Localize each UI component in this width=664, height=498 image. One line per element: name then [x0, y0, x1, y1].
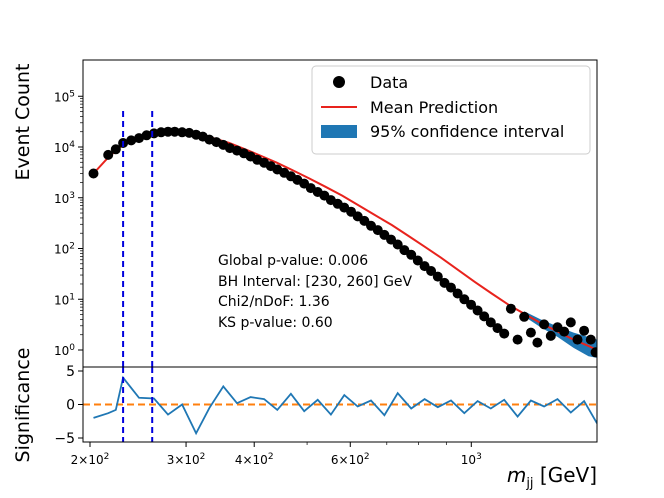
x-tick-label: 4×102	[235, 452, 274, 467]
data-point	[532, 337, 543, 348]
data-point	[539, 319, 550, 330]
annotation-chi2: Chi2/nDoF: 1.36	[218, 294, 330, 310]
x-tick-label: 3×102	[167, 452, 206, 467]
data-point	[479, 311, 490, 322]
data-point	[126, 135, 137, 146]
bh-interval-lines-lower	[122, 367, 154, 442]
data-point	[472, 305, 483, 316]
data-point	[590, 347, 597, 358]
y-tick-label: 105	[54, 89, 75, 104]
data-point	[492, 323, 503, 334]
lower-y-ticks: −5 0 5	[54, 364, 83, 447]
data-point	[392, 239, 403, 250]
x-axis-unit: [GeV]	[534, 463, 597, 487]
upper-panel: 100 101 102 103 104 105 Event Count Data Mean…	[12, 59, 598, 368]
legend-data-marker	[333, 76, 345, 88]
upper-y-axis-label: Event Count	[12, 64, 34, 181]
legend-box	[311, 65, 591, 155]
legend-ci-patch	[321, 125, 357, 138]
data-point	[406, 249, 417, 260]
data-point	[88, 168, 99, 179]
data-point	[459, 294, 470, 305]
data-point	[134, 133, 144, 144]
legend-label-data: Data	[370, 73, 408, 92]
data-point	[519, 311, 530, 322]
data-point	[446, 282, 456, 293]
data-points-layer	[88, 126, 597, 358]
x-tick-label: 6×102	[331, 452, 370, 467]
y-tick-label: 0	[66, 398, 75, 414]
y-tick-label: −5	[54, 431, 75, 447]
y-tick-label: 100	[54, 343, 75, 358]
data-point	[432, 271, 443, 282]
y-tick-label: 102	[54, 242, 75, 257]
data-point	[565, 317, 576, 328]
data-point	[525, 327, 536, 338]
significance-line-layer	[93, 375, 597, 436]
bh-interval-lines	[122, 111, 154, 367]
data-point	[499, 328, 510, 339]
annotation-ks-pvalue: KS p-value: 0.60	[218, 315, 333, 331]
legend: Data Mean Prediction 95% confidence inte…	[311, 65, 591, 155]
data-point	[512, 334, 523, 345]
data-point	[103, 149, 114, 160]
significance-line	[93, 375, 597, 436]
lower-y-axis-label: Significance	[12, 348, 34, 463]
data-point	[466, 299, 477, 310]
data-point	[485, 317, 496, 328]
data-point	[505, 303, 516, 314]
y-tick-label: 101	[54, 292, 75, 307]
lower-panel: −5 0 5 2×102 3×102 4×102 6×102 103 Significanc…	[12, 348, 598, 491]
x-tick-label: 103	[461, 452, 482, 467]
x-ticks: 2×102 3×102 4×102 6×102 103	[71, 442, 482, 467]
data-point	[426, 266, 437, 276]
y-tick-label: 103	[54, 191, 75, 206]
data-point	[110, 144, 121, 155]
data-point	[412, 255, 423, 266]
legend-label-ci: 95% confidence interval	[370, 122, 564, 141]
data-point	[169, 126, 180, 137]
data-point	[585, 334, 596, 345]
x-tick-label: 2×102	[71, 452, 110, 467]
annotation-global-pvalue: Global p-value: 0.006	[218, 253, 368, 269]
data-point	[579, 325, 590, 336]
y-tick-label: 104	[54, 140, 75, 155]
upper-y-ticks: 100 101 102 103 104 105	[54, 89, 83, 358]
data-point	[572, 334, 583, 345]
legend-label-prediction: Mean Prediction	[370, 98, 498, 117]
data-point	[559, 326, 570, 337]
y-tick-label: 5	[66, 364, 75, 380]
data-point	[545, 330, 556, 341]
annotation-bh-interval: BH Interval: [230, 260] GeV	[218, 274, 413, 290]
data-point	[452, 288, 463, 299]
x-axis-label: mjj [GeV]	[507, 463, 597, 491]
stats-annotations: Global p-value: 0.006 BH Interval: [230,…	[218, 253, 413, 331]
